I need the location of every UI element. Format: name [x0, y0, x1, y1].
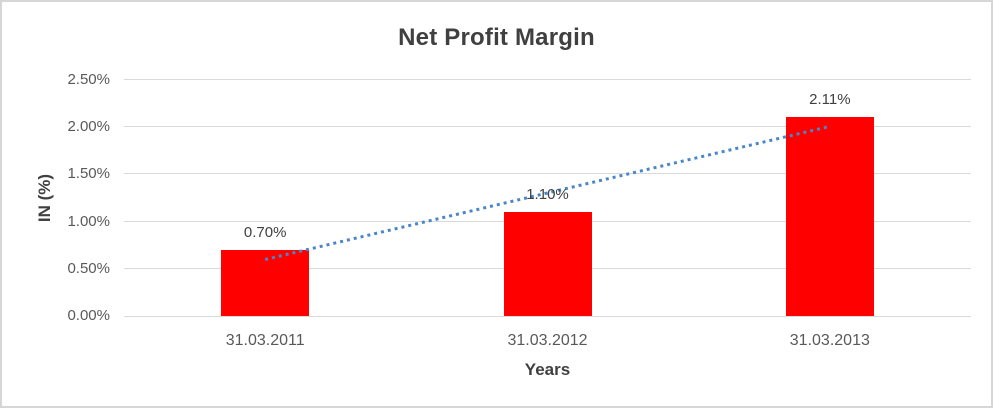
x-tick-label: 31.03.2013 — [789, 332, 870, 349]
gridline — [124, 126, 971, 128]
x-tick-label: 31.03.2012 — [507, 332, 588, 349]
gridline — [124, 79, 971, 80]
y-tick-label: 2.50% — [67, 71, 110, 88]
trendline-path — [264, 124, 831, 261]
x-tick-label: 31.03.2011 — [225, 332, 305, 349]
bar-31.03.2012 — [503, 212, 592, 316]
data-label: 0.70% — [243, 223, 287, 241]
trendline — [264, 124, 831, 261]
x-axis-title: Years — [524, 360, 571, 379]
y-tick-label: 0.50% — [67, 259, 110, 277]
bar-31.03.2013 — [785, 116, 874, 316]
chart-title: Net Profit Margin — [398, 24, 595, 51]
bar-31.03.2011 — [221, 249, 310, 316]
gridline — [124, 316, 971, 317]
data-label: 2.11% — [809, 90, 851, 108]
y-tick-label: 1.00% — [67, 212, 110, 230]
data-label: 1.10% — [526, 186, 569, 204]
gridline — [124, 173, 971, 175]
y-tick-label: 2.00% — [67, 118, 110, 136]
y-tick-label: 1.50% — [67, 165, 110, 183]
y-tick-label: 0.00% — [67, 307, 110, 324]
plot-area: 0.70% 1.10% 2.11% — [124, 79, 971, 317]
